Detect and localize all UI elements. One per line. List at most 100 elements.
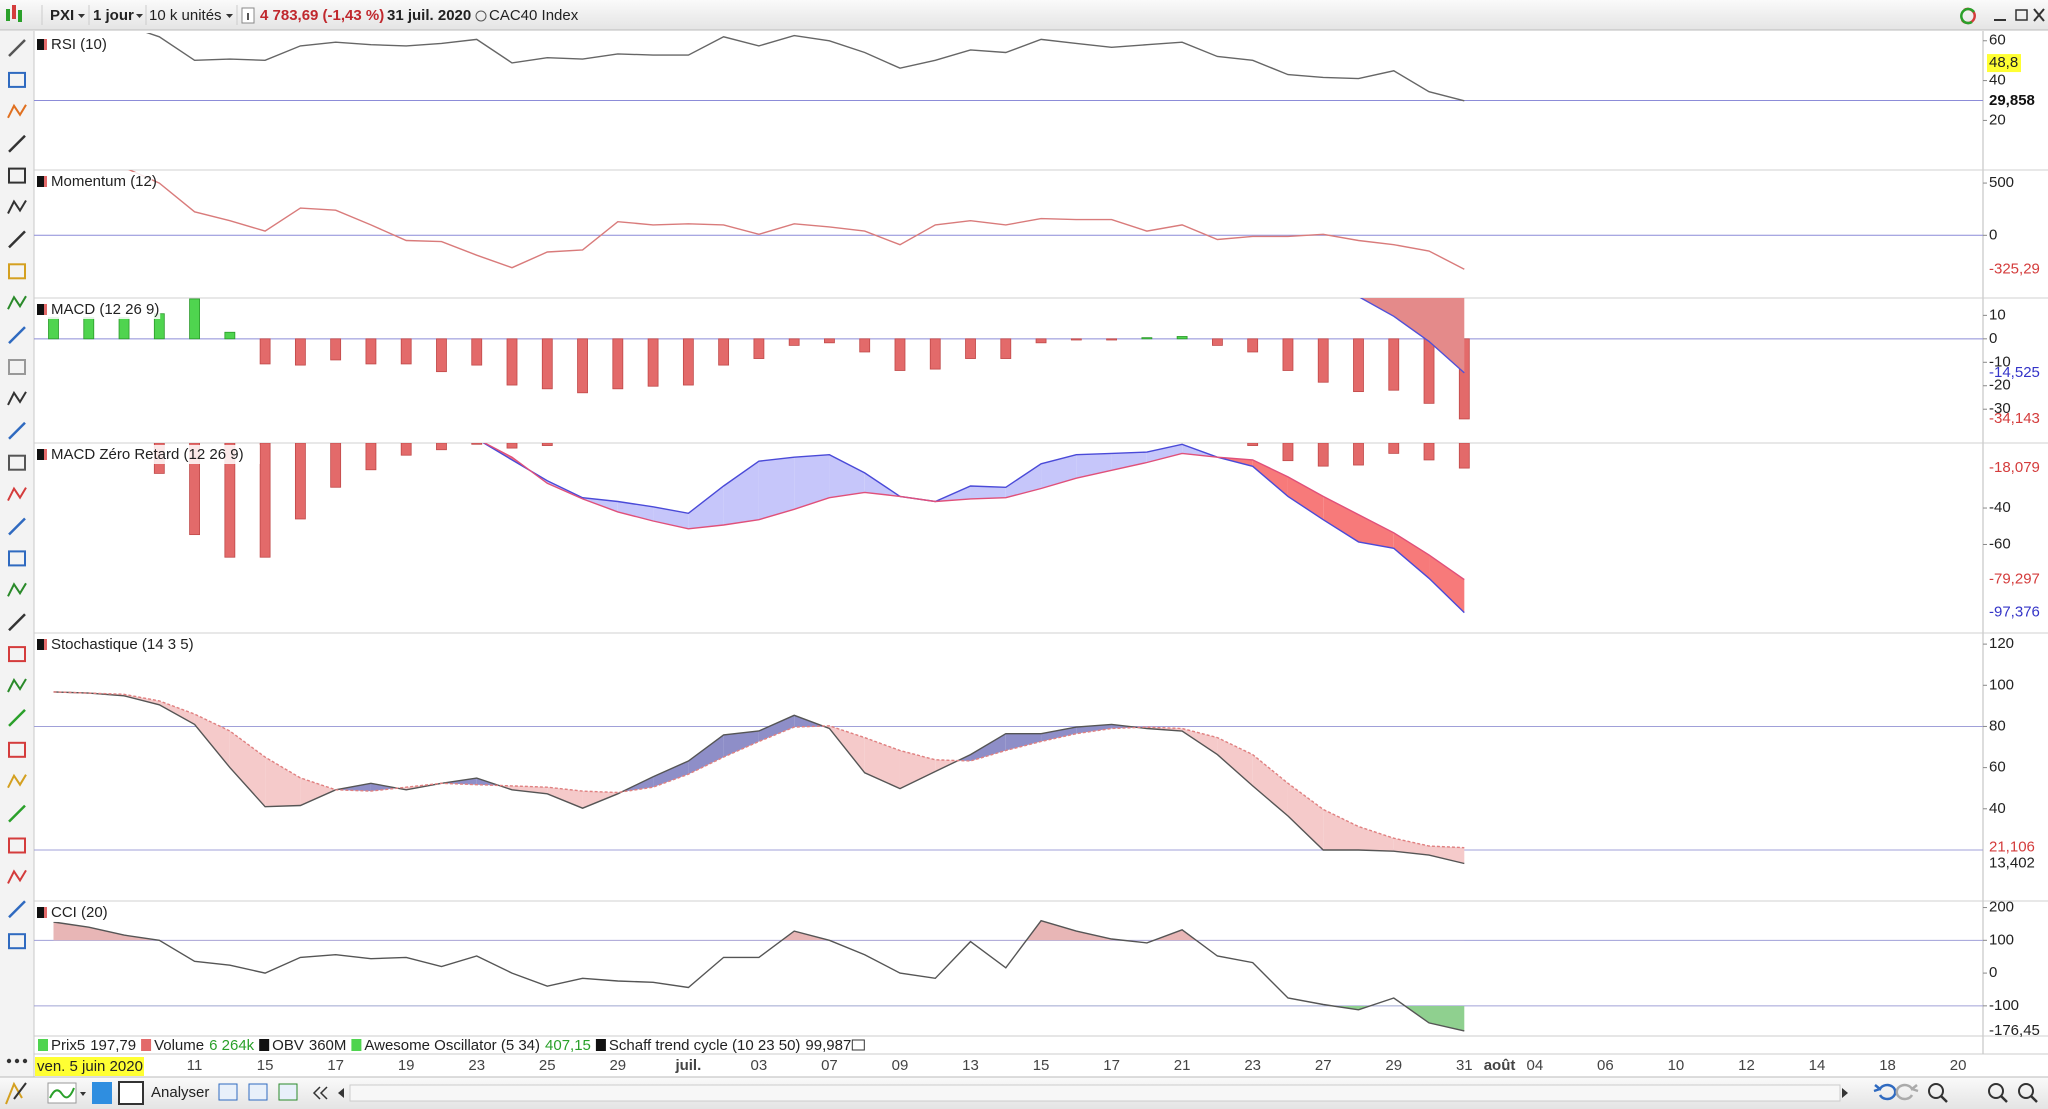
legend-icon[interactable] (141, 1039, 152, 1051)
tool-button[interactable] (8, 263, 26, 280)
window-controls[interactable] (1960, 7, 2045, 25)
tool-button[interactable] (8, 709, 26, 727)
dropdown-arrow[interactable] (136, 14, 143, 18)
legend-icon[interactable] (38, 1039, 48, 1051)
units-dropdown[interactable]: 10 k unités (149, 7, 233, 24)
legend-text[interactable]: OBV 360M (272, 1037, 346, 1054)
tool-icon[interactable] (7, 199, 27, 214)
tool-button[interactable] (8, 900, 26, 919)
tool-icon[interactable] (8, 517, 26, 536)
legend-value[interactable]: 360M (309, 1037, 347, 1054)
tool-button[interactable] (7, 295, 27, 310)
period-dropdown[interactable]: 1 jour (93, 7, 143, 24)
scroll-right[interactable] (1842, 1088, 1848, 1098)
tool-button[interactable] (8, 326, 26, 344)
layout-button[interactable] (118, 1081, 144, 1105)
tool-button[interactable] (8, 646, 26, 663)
tool-button[interactable] (8, 230, 26, 249)
tool-button[interactable] (8, 421, 26, 440)
tool-button[interactable] (7, 869, 27, 884)
tool-button[interactable] (7, 773, 27, 789)
analyse-label[interactable]: Analyser (151, 1084, 209, 1101)
tool-icon[interactable] (7, 486, 27, 502)
legend-value[interactable]: 197,79 (90, 1037, 136, 1054)
tool-button[interactable] (7, 486, 27, 502)
tool-icon[interactable] (7, 773, 27, 789)
tool-button[interactable] (8, 933, 26, 950)
tool-button[interactable] (8, 741, 26, 758)
symbol[interactable]: PXI (50, 7, 74, 24)
tool-button[interactable] (8, 71, 26, 88)
tool-icon[interactable] (8, 709, 26, 727)
tool-icon[interactable] (7, 390, 27, 406)
period[interactable]: 1 jour (93, 7, 134, 24)
tool-icon[interactable] (8, 134, 26, 153)
tool-icon[interactable] (8, 613, 26, 632)
tool-icon[interactable] (7, 582, 27, 597)
tool-button[interactable] (7, 103, 27, 119)
tool-button[interactable] (7, 582, 27, 597)
analyse-button[interactable]: Analyser (151, 1084, 209, 1101)
units[interactable]: 10 k unités (149, 7, 222, 24)
legend-name[interactable]: Prix5 (51, 1037, 85, 1054)
tool-icon[interactable] (8, 359, 26, 375)
tool-icon[interactable] (7, 678, 27, 693)
legend-value[interactable]: 99,987 (805, 1037, 851, 1054)
tool-button[interactable] (8, 550, 26, 567)
tool-button[interactable] (8, 39, 26, 57)
tool-icon[interactable] (7, 869, 27, 884)
legend-icon[interactable] (595, 1039, 606, 1051)
dropdown-arrow[interactable] (78, 14, 85, 18)
tool-button[interactable] (8, 613, 26, 632)
share-button[interactable] (92, 1082, 112, 1104)
tool-icon[interactable] (8, 71, 26, 88)
panel-buttons[interactable] (218, 1083, 344, 1101)
legend-item[interactable]: Schaff trend cycle (10 23 50) 99,987 (595, 1037, 851, 1054)
tool-icon[interactable] (8, 741, 26, 758)
legend-value[interactable]: 6 264k (209, 1037, 255, 1054)
legend-name[interactable]: OBV (272, 1037, 304, 1054)
tool-icon[interactable] (8, 263, 26, 280)
legend-value[interactable]: 407,15 (545, 1037, 591, 1054)
navigation-buttons[interactable] (1873, 1083, 2038, 1103)
scrollbar[interactable] (349, 1084, 1841, 1102)
tool-icon[interactable] (8, 646, 26, 663)
tool-button[interactable] (8, 359, 26, 375)
tool-button[interactable] (8, 454, 26, 471)
legend-name[interactable]: Awesome Oscillator (5 34) (364, 1037, 540, 1054)
tool-icon[interactable] (8, 39, 26, 57)
tool-button[interactable] (8, 134, 26, 153)
legend-item[interactable]: Volume 6 264k (141, 1037, 255, 1054)
tool-button[interactable] (7, 199, 27, 214)
tool-button[interactable] (8, 804, 26, 823)
more-tools[interactable] (6, 1058, 28, 1064)
legend-window-icon[interactable] (851, 1039, 865, 1051)
style-button[interactable] (5, 1081, 27, 1105)
legend-name[interactable]: Schaff trend cycle (10 23 50) (609, 1037, 801, 1054)
tool-icon[interactable] (8, 933, 26, 950)
tool-icon[interactable] (8, 804, 26, 823)
tool-button[interactable] (7, 390, 27, 406)
tool-icon[interactable] (8, 837, 26, 854)
tool-button[interactable] (8, 167, 26, 184)
tool-icon[interactable] (7, 103, 27, 119)
legend-item[interactable]: Prix5 197,79 (38, 1037, 136, 1054)
tool-icon[interactable] (8, 167, 26, 184)
legend-text[interactable]: Prix5 197,79 (51, 1037, 136, 1054)
legend-text[interactable]: Volume 6 264k (154, 1037, 255, 1054)
dropdown-arrow[interactable] (226, 14, 233, 18)
legend-item[interactable]: OBV 360M (259, 1037, 346, 1054)
tool-icon[interactable] (8, 326, 26, 344)
legend-icon[interactable] (259, 1039, 270, 1051)
tool-icon[interactable] (8, 230, 26, 249)
tool-button[interactable] (7, 678, 27, 693)
tool-button[interactable] (8, 837, 26, 854)
indicator-button[interactable] (47, 1082, 86, 1104)
legend-text[interactable]: Schaff trend cycle (10 23 50) 99,987 (609, 1037, 851, 1054)
info-button[interactable] (241, 7, 255, 24)
legend-text[interactable]: Awesome Oscillator (5 34) 407,15 (364, 1037, 591, 1054)
legend-icon[interactable] (351, 1039, 362, 1051)
tool-icon[interactable] (8, 421, 26, 440)
legend-name[interactable]: Volume (154, 1037, 204, 1054)
tool-icon[interactable] (8, 454, 26, 471)
